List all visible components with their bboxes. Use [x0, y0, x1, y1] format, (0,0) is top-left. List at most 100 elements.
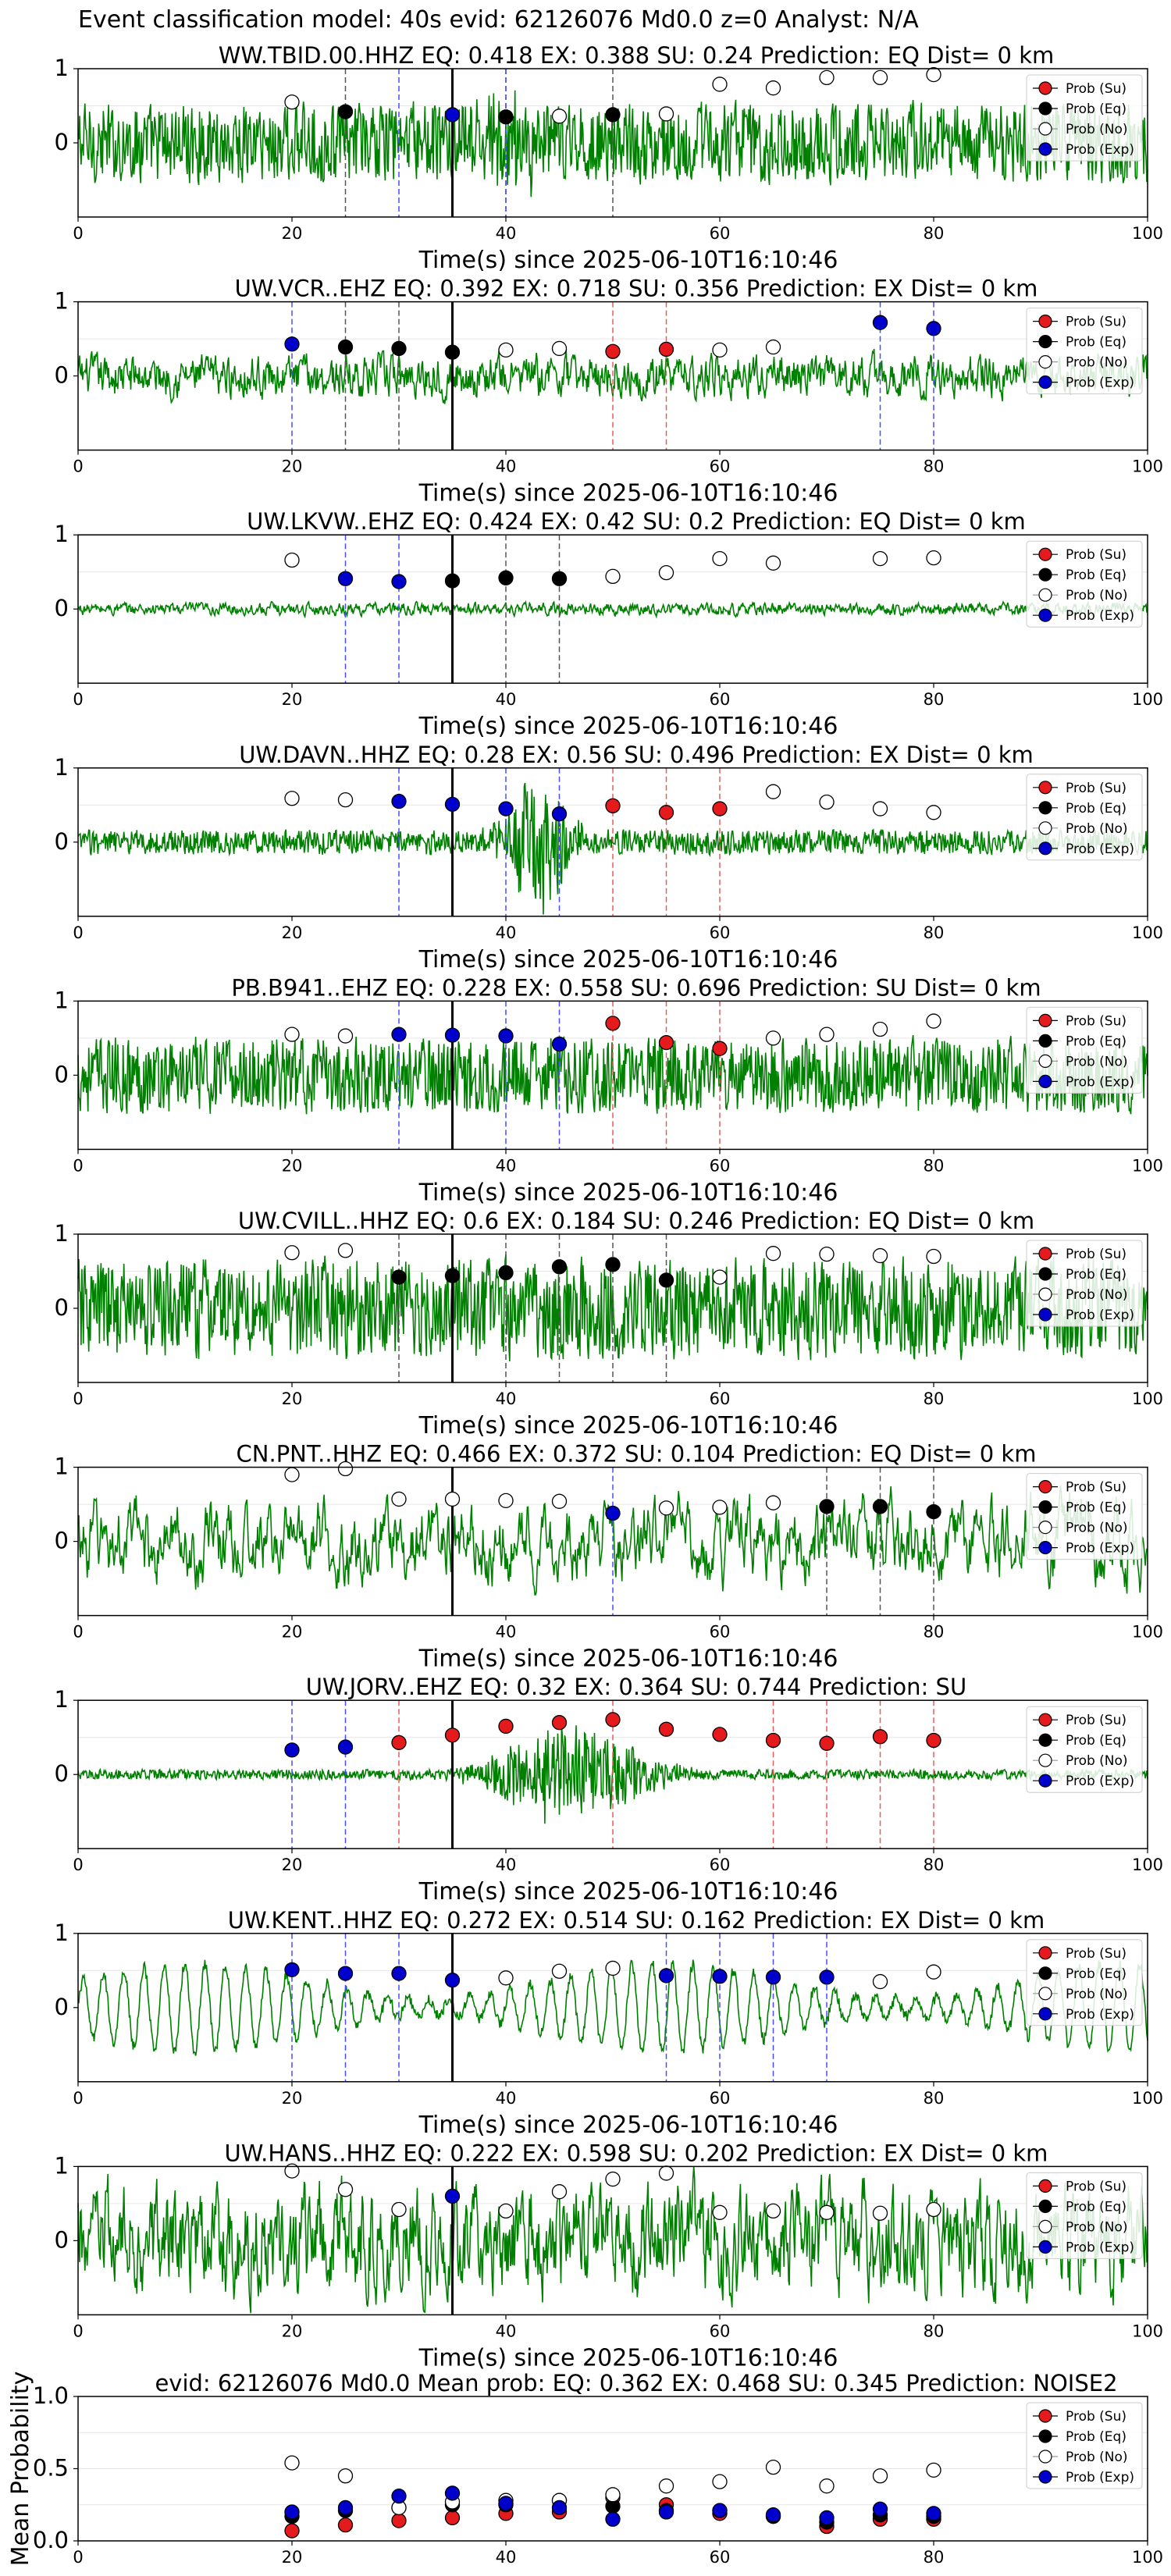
legend-marker-no [1038, 1054, 1052, 1069]
y-tick-label: 0 [55, 1061, 69, 1087]
y-tick-label: 1 [55, 1453, 69, 1480]
y-axis-label: Mean Probability [7, 2371, 34, 2567]
x-tick-label: 20 [282, 2089, 303, 2108]
x-tick-label: 100 [1132, 2548, 1163, 2567]
prob-point-exp [498, 801, 514, 817]
x-axis-label: Time(s) since 2025-06-10T16:10:46 [418, 2112, 838, 2139]
legend-frame [1026, 74, 1143, 162]
y-tick-label: 0.5 [33, 2455, 69, 2482]
panel-2: 0 20 40 60 80 100 0 1 UW.VCR..EHZ EQ: 0.392 EX: … [55, 276, 1164, 507]
x-tick-label: 60 [710, 2322, 731, 2340]
prob-point-su [498, 1718, 514, 1735]
legend-label: Prob (Eq) [1066, 1034, 1127, 1049]
prob-point-no [605, 1960, 621, 1976]
prob-point-no [819, 2478, 835, 2494]
legend-marker-su [1038, 315, 1052, 329]
prob-point-exp [872, 2501, 888, 2517]
prob-point-exp [551, 2500, 568, 2516]
prob-point-exp [444, 107, 461, 123]
prob-point-no [498, 1493, 514, 1508]
prob-point-eq [391, 1269, 407, 1285]
prob-point-eq [658, 1272, 674, 1288]
legend-label: Prob (No) [1066, 1753, 1128, 1769]
legend-marker-su [1038, 1946, 1052, 1960]
prob-point-no [926, 2462, 941, 2478]
legend-label: Prob (Su) [1066, 1480, 1127, 1496]
legend-marker-eq [1038, 335, 1052, 349]
x-tick-label: 100 [1132, 2322, 1163, 2340]
legend-label: Prob (Eq) [1066, 1733, 1127, 1749]
y-tick-label: 1 [55, 1220, 69, 1247]
legend-label: Prob (Eq) [1066, 801, 1127, 817]
prob-point-no [926, 1013, 941, 1029]
legend-marker-exp [1038, 1774, 1052, 1788]
legend-label: Prob (No) [1066, 2219, 1128, 2235]
legend-label: Prob (Eq) [1066, 1500, 1127, 1516]
x-tick-label: 100 [1132, 1389, 1163, 1408]
prob-point-no [926, 2201, 941, 2218]
x-axis-label: Time(s) since 2025-06-10T16:10:46 [418, 946, 838, 973]
prob-point-su [658, 1721, 674, 1737]
prob-point-su [819, 1735, 835, 1751]
x-tick-label: 20 [282, 1856, 303, 1874]
x-tick-label: 80 [924, 1156, 945, 1175]
prob-point-exp [284, 1962, 300, 1978]
legend-label: Prob (Su) [1066, 1713, 1127, 1728]
prob-point-no [391, 2201, 407, 2218]
legend-frame [1026, 1240, 1143, 1327]
prob-point-exp [337, 1966, 354, 1981]
prob-point-eq [551, 571, 568, 586]
prob-point-no [872, 69, 888, 86]
x-tick-label: 100 [1132, 1156, 1163, 1175]
legend: Prob (Su) Prob (Eq) Prob (No) Prob (Exp) [1026, 2402, 1143, 2489]
legend-marker-eq [1038, 1034, 1052, 1048]
legend-label: Prob (Exp) [1066, 1074, 1134, 1090]
legend-label: Prob (No) [1066, 2450, 1128, 2465]
legend-marker-eq [1038, 1733, 1052, 1747]
panel-title: CN.PNT..HHZ EQ: 0.466 EX: 0.372 SU: 0.10… [237, 1441, 1037, 1468]
prob-point-exp [551, 1036, 568, 1052]
y-tick-label: 1 [55, 1686, 69, 1713]
legend-frame [1026, 1706, 1143, 1793]
legend-label: Prob (No) [1066, 1287, 1128, 1303]
x-tick-label: 80 [924, 690, 945, 709]
y-tick-label: 0 [55, 129, 69, 155]
x-tick-label: 60 [710, 1856, 731, 1874]
legend: Prob (Su) Prob (Eq) Prob (No) Prob (Exp) [1026, 2172, 1143, 2259]
x-tick-label: 80 [924, 2322, 945, 2340]
prob-point-su [658, 1034, 674, 1051]
x-tick-label: 80 [924, 1623, 945, 1642]
legend-marker-no [1038, 588, 1052, 602]
prob-point-su [926, 1732, 941, 1749]
x-tick-label: 40 [496, 1623, 517, 1642]
prob-point-no [872, 801, 888, 817]
x-tick-label: 20 [282, 690, 303, 709]
legend-marker-no [1038, 821, 1052, 835]
prob-point-no [337, 1243, 354, 1258]
legend-label: Prob (Exp) [1066, 1541, 1134, 1557]
legend-marker-no [1038, 1987, 1052, 2001]
x-tick-label: 40 [496, 1856, 517, 1874]
legend: Prob (Su) Prob (Eq) Prob (No) Prob (Exp) [1026, 1706, 1143, 1793]
legend-label: Prob (Exp) [1066, 375, 1134, 391]
prob-point-no [551, 109, 568, 124]
prob-point-no [337, 2468, 354, 2484]
prob-point-eq [551, 1259, 568, 1275]
legend-label: Prob (Eq) [1066, 1267, 1127, 1283]
legend-marker-exp [1038, 2007, 1052, 2021]
legend-label: Prob (No) [1066, 1521, 1128, 1536]
legend-label: Prob (No) [1066, 1987, 1128, 2002]
panel-title: evid: 62126076 Md0.0 Mean prob: EQ: 0.36… [155, 2370, 1117, 2396]
legend-frame [1026, 1939, 1143, 2026]
legend-marker-exp [1038, 1074, 1052, 1089]
x-axis-label: Time(s) since 2025-06-10T16:10:46 [418, 1179, 838, 1206]
prob-point-eq [498, 570, 514, 585]
prob-point-no [658, 565, 674, 581]
legend-label: Prob (Exp) [1066, 2470, 1134, 2485]
panel-title: PB.B941..EHZ EQ: 0.228 EX: 0.558 SU: 0.6… [231, 974, 1041, 1001]
x-axis-label: Time(s) since 2025-06-10T16:10:46 [418, 1878, 838, 1905]
prob-point-eq [498, 1265, 514, 1281]
prob-point-no [765, 784, 781, 799]
legend-label: Prob (Su) [1066, 547, 1127, 563]
legend-marker-eq [1038, 1267, 1052, 1281]
